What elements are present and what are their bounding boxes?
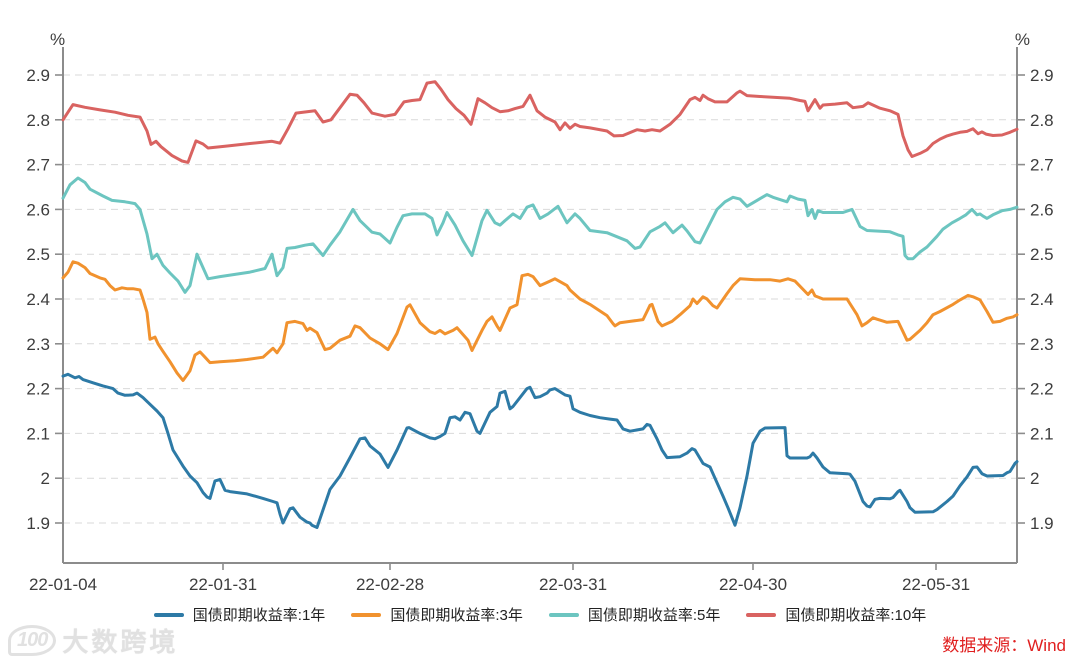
x-tick-label: 22-05-31	[902, 575, 970, 594]
chart-legend: 国债即期收益率:1年 国债即期收益率:3年 国债即期收益率:5年 国债即期收益率:10…	[0, 604, 1080, 625]
y-tick-label-right: 2	[1030, 469, 1039, 488]
y-tick-label-left: 2.8	[26, 111, 50, 130]
series-line-3	[61, 176, 1019, 294]
x-tick-label: 22-03-31	[539, 575, 607, 594]
legend-item: 国债即期收益率:5年	[548, 604, 721, 625]
watermark: 100 大数跨境	[8, 622, 178, 659]
data-source-label: 数据来源：Wind	[942, 636, 1066, 655]
y-tick-label-left: 2.1	[26, 424, 50, 443]
y-tick-label-left: 2.4	[26, 290, 50, 309]
legend-swatch	[746, 612, 777, 617]
y-tick-label-left: 2.6	[26, 200, 50, 219]
y-tick-label-right: 2.6	[1030, 200, 1054, 219]
y-axis-unit-left: %	[50, 30, 66, 49]
legend-swatch	[351, 612, 382, 617]
y-tick-label-left: 1.9	[26, 514, 50, 533]
y-tick-label-right: 2.7	[1030, 156, 1054, 175]
series-line-1	[61, 372, 1019, 529]
x-tick-label: 22-02-28	[356, 575, 424, 594]
y-tick-label-right: 2.1	[1030, 424, 1054, 443]
legend-item: 国债即期收益率:1年	[153, 604, 326, 625]
legend-swatch	[548, 612, 579, 617]
y-tick-label-right: 2.2	[1030, 380, 1054, 399]
x-tick-label: 22-04-30	[719, 575, 787, 594]
y-tick-label-left: 2.3	[26, 335, 50, 354]
y-tick-label-right: 1.9	[1030, 514, 1054, 533]
legend-label: 国债即期收益率:1年	[192, 607, 326, 624]
y-tick-label-right: 2.8	[1030, 111, 1054, 130]
y-tick-label-right: 2.9	[1030, 66, 1054, 85]
legend-swatch	[153, 612, 184, 617]
x-tick-label: 22-01-31	[189, 575, 257, 594]
yield-line-chart: 2.9 2.9 2.8 2.8 2.7 2.7 2.6 2.6 2.5 2.5 2.4 2.4 2.3 2…	[26, 47, 1054, 594]
series-line-4	[61, 80, 1019, 164]
y-tick-label-left: 2.5	[26, 245, 50, 264]
y-tick-label-left: 2.9	[26, 66, 50, 85]
legend-label: 国债即期收益率:10年	[785, 607, 927, 624]
y-tick-label-left: 2.2	[26, 380, 50, 399]
watermark-logo-icon: 100	[8, 625, 57, 656]
x-tick-label: 22-01-04	[29, 575, 97, 594]
legend-label: 国债即期收益率:3年	[390, 607, 523, 624]
y-tick-label-left: 2.7	[26, 156, 50, 175]
y-tick-label-right: 2.3	[1030, 335, 1054, 354]
watermark-text: 大数跨境	[62, 627, 179, 657]
y-tick-label-right: 2.5	[1030, 245, 1054, 264]
series-line-2	[61, 260, 1019, 382]
y-axis-unit-right: %	[1014, 30, 1030, 49]
y-tick-label-right: 2.4	[1030, 290, 1054, 309]
y-tick-label-left: 2	[41, 469, 50, 488]
legend-label: 国债即期收益率:5年	[587, 607, 721, 624]
legend-item: 国债即期收益率:10年	[746, 604, 926, 625]
legend-item: 国债即期收益率:3年	[351, 604, 523, 625]
